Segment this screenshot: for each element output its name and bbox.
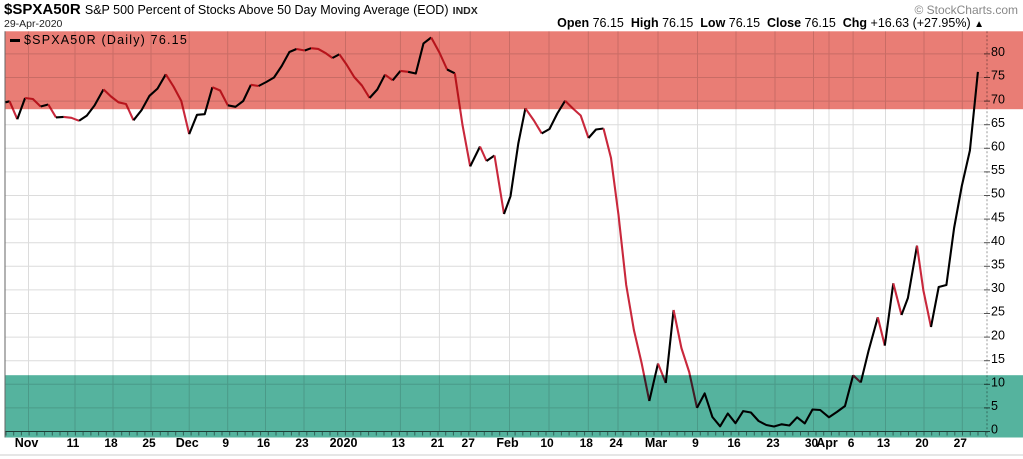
svg-text:20: 20 bbox=[991, 328, 1005, 342]
svg-text:80: 80 bbox=[991, 45, 1005, 59]
svg-text:Feb: Feb bbox=[496, 436, 519, 450]
svg-text:Nov: Nov bbox=[15, 436, 39, 450]
svg-text:23: 23 bbox=[766, 436, 780, 450]
svg-text:23: 23 bbox=[295, 436, 309, 450]
svg-text:18: 18 bbox=[580, 436, 594, 450]
svg-text:27: 27 bbox=[954, 436, 968, 450]
svg-text:30: 30 bbox=[991, 281, 1005, 295]
svg-text:24: 24 bbox=[609, 436, 623, 450]
svg-text:50: 50 bbox=[991, 187, 1005, 201]
svg-text:0: 0 bbox=[991, 423, 998, 437]
svg-text:20: 20 bbox=[915, 436, 929, 450]
svg-text:75: 75 bbox=[991, 69, 1005, 83]
svg-text:10: 10 bbox=[540, 436, 554, 450]
svg-text:40: 40 bbox=[991, 234, 1005, 248]
svg-text:13: 13 bbox=[392, 436, 406, 450]
svg-text:9: 9 bbox=[692, 436, 699, 450]
svg-text:55: 55 bbox=[991, 163, 1005, 177]
svg-text:Mar: Mar bbox=[645, 436, 667, 450]
svg-text:Apr: Apr bbox=[816, 436, 838, 450]
svg-text:15: 15 bbox=[991, 352, 1005, 366]
svg-text:35: 35 bbox=[991, 258, 1005, 272]
svg-text:65: 65 bbox=[991, 116, 1005, 130]
svg-text:16: 16 bbox=[727, 436, 741, 450]
svg-text:9: 9 bbox=[222, 436, 229, 450]
svg-text:Dec: Dec bbox=[176, 436, 199, 450]
svg-text:18: 18 bbox=[104, 436, 118, 450]
svg-text:70: 70 bbox=[991, 92, 1005, 106]
svg-text:21: 21 bbox=[431, 436, 445, 450]
svg-text:11: 11 bbox=[67, 436, 80, 450]
svg-text:45: 45 bbox=[991, 210, 1005, 224]
svg-text:25: 25 bbox=[142, 436, 156, 450]
svg-text:60: 60 bbox=[991, 140, 1005, 154]
svg-text:25: 25 bbox=[991, 305, 1005, 319]
svg-text:10: 10 bbox=[991, 376, 1005, 390]
svg-text:27: 27 bbox=[462, 436, 476, 450]
svg-text:6: 6 bbox=[848, 436, 855, 450]
svg-text:5: 5 bbox=[991, 399, 998, 413]
svg-text:13: 13 bbox=[877, 436, 891, 450]
svg-text:30: 30 bbox=[805, 436, 819, 450]
svg-text:2020: 2020 bbox=[330, 436, 358, 450]
svg-text:16: 16 bbox=[257, 436, 271, 450]
